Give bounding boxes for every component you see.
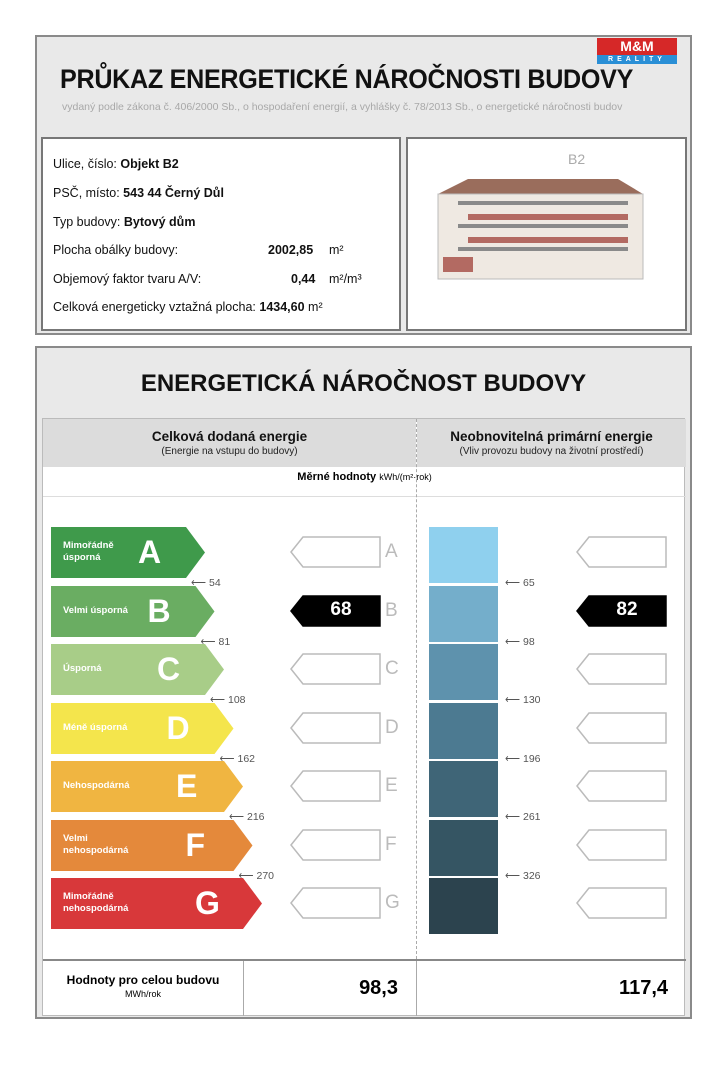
mm-reality-logo: M&M REALITY (597, 38, 677, 64)
primary-energy-segment (429, 527, 498, 585)
col1-pointer-c (290, 653, 381, 685)
class-a-letter: A (138, 534, 162, 570)
class-e-label: Nehospodárná (63, 780, 130, 791)
col2-pointer-g (576, 887, 667, 919)
col2-threshold: ⟵ 196 (505, 752, 541, 765)
energy-rating-section: ENERGETICKÁ NÁROČNOST BUDOVY Celková dod… (35, 346, 692, 1019)
col1-letter-g: G (385, 892, 400, 913)
units-row: Měrné hodnoty kWh/(m²·rok) (43, 471, 686, 497)
class-g-arrow (51, 878, 262, 929)
col1-pointer-e (290, 770, 381, 802)
class-g-letter: G (195, 885, 220, 921)
total-col2-value: 117,4 (619, 977, 668, 999)
shape-row: Objemový faktor tvaru A/V: 0,44 m²/m³ (53, 272, 362, 286)
totals-row: Hodnoty pro celou budovu MWh/rok 98,3 117… (43, 959, 686, 1016)
col1-header: Celková dodaná energie (Energie na vstupu… (43, 419, 416, 467)
primary-energy-segment (429, 702, 498, 761)
col2-pointer-c (576, 653, 667, 685)
envelope-row: Plocha obálky budovy: 2002,85 m² (53, 243, 344, 257)
class-b-label: Velmi úsporná (63, 604, 128, 616)
class-a-label: Mimořádně úsporná (63, 540, 114, 563)
column-divider (416, 419, 417, 959)
class-d-label: Méně úsporná (63, 721, 128, 733)
col1-letter-b: B (385, 599, 398, 621)
col2-pointer-b-value: 82 (616, 598, 638, 620)
col1-letter-e: E (385, 775, 398, 796)
col2-threshold: ⟵ 98 (505, 635, 535, 648)
col2-threshold: ⟵ 261 (505, 811, 541, 823)
class-c-letter: C (157, 651, 181, 687)
class-c-arrow (51, 644, 224, 695)
col2-pointer-e (576, 770, 667, 802)
city-row: PSČ, místo: 543 44 Černý Důl (53, 186, 224, 200)
class-c-label: Úsporná (63, 663, 102, 674)
col2-header: Neobnovitelná primární energie (Vliv prov… (417, 419, 686, 467)
primary-energy-segment (429, 585, 498, 644)
col2-pointer-f (576, 828, 667, 861)
col2-threshold: ⟵ 130 (505, 694, 541, 706)
col1-pointer-b-value: 68 (330, 598, 352, 620)
class-d-arrow (51, 702, 234, 754)
col1-letter-d: D (385, 716, 399, 738)
class-b-letter: B (147, 592, 171, 629)
col2-pointer-b (576, 594, 667, 627)
primary-energy-segment (429, 878, 498, 936)
primary-energy-segment (429, 819, 498, 878)
certificate-subtitle: vydaný podle zákona č. 406/2000 Sb., o h… (62, 101, 623, 113)
primary-energy-segment (429, 761, 498, 819)
total-col1-value: 98,3 (359, 977, 398, 999)
class-f-arrow (51, 819, 253, 871)
building-drawing: B2 (406, 137, 687, 331)
col1-pointer-f (290, 828, 381, 861)
class-a-arrow (51, 527, 205, 578)
class-b-arrow (51, 585, 215, 637)
area-row: Celková energeticky vztažná plocha: 1434… (53, 300, 323, 314)
class-e-letter: E (176, 768, 198, 804)
building-info: Ulice, číslo: Objekt B2 PSČ, místo: 543 … (41, 137, 401, 331)
street-row: Ulice, číslo: Objekt B2 (53, 157, 179, 171)
primary-energy-segment (429, 644, 498, 702)
col1-letter-c: C (385, 658, 399, 679)
class-f-label: Velmi nehospodárná (63, 832, 129, 856)
col1-pointer-a (290, 536, 381, 568)
class-e-arrow (51, 761, 243, 812)
building-facade-image (437, 179, 644, 280)
col2-threshold: ⟵ 65 (505, 577, 535, 589)
class-f-letter: F (185, 826, 206, 863)
col1-pointer-b (290, 594, 381, 627)
col2-threshold: ⟵ 326 (505, 869, 541, 882)
col2-pointer-d (576, 711, 667, 744)
col1-letter-a: A (385, 541, 398, 562)
type-row: Typ budovy: Bytový dům (53, 215, 196, 229)
class-g-label: Mimořádně nehospodárná (63, 891, 129, 914)
class-d-letter: D (166, 709, 190, 746)
rating-title: ENERGETICKÁ NÁROČNOST BUDOVY (140, 370, 587, 397)
col1-letter-f: F (385, 833, 397, 855)
certificate-title: PRŮKAZ ENERGETICKÉ NÁROČNOSTI BUDOVY (60, 64, 634, 94)
col2-pointer-a (576, 536, 667, 568)
col1-pointer-g (290, 887, 381, 919)
col1-pointer-d (290, 711, 381, 744)
